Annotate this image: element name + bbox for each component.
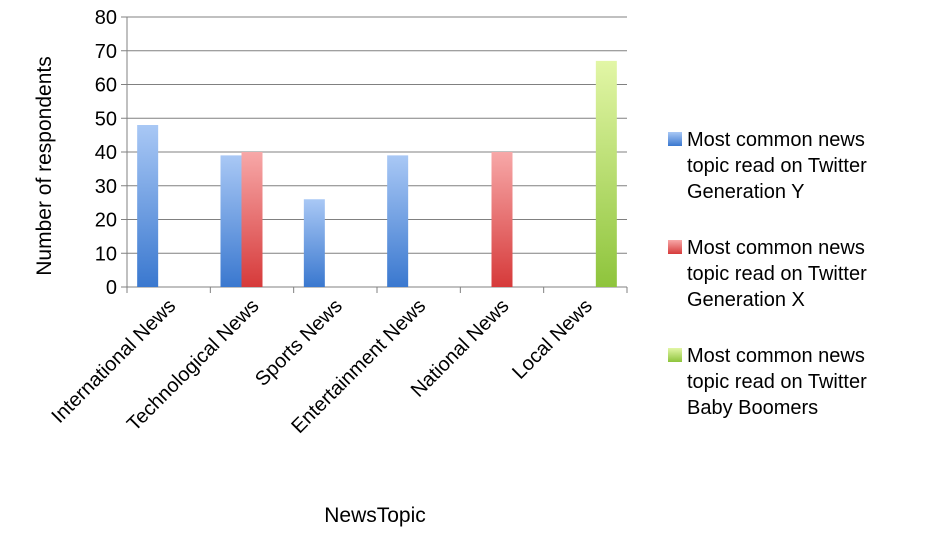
legend-swatch [668,240,682,254]
y-tick-label: 50 [95,108,117,130]
bar [220,155,242,287]
y-tick-label: 60 [95,75,117,97]
bar [303,199,325,287]
legend-label: topic read on Twitter [687,263,867,285]
y-tick-label: 30 [95,176,117,198]
legend: Most common news topic read on Twitter Gen… [668,129,867,419]
y-tick-label: 0 [106,277,117,299]
y-tick-labels: 0 10 20 30 40 50 60 70 80 [95,7,117,299]
y-tick-label: 40 [95,142,117,164]
bars [137,60,617,287]
legend-label: topic read on Twitter [687,371,867,393]
legend-label: Baby Boomers [687,397,818,419]
y-axis-title: Number of respondents [33,56,56,275]
y-tick-label: 10 [95,243,117,265]
legend-label: Generation Y [687,181,805,203]
x-axis-title: NewsTopic [324,504,426,527]
legend-label: Most common news [687,129,865,151]
y-tick-label: 70 [95,41,117,63]
bar [387,155,409,287]
axes [126,17,628,293]
legend-label: Most common news [687,237,865,259]
legend-swatch [668,132,682,146]
bar [241,152,263,287]
bar [137,125,159,287]
y-tick-label: 80 [95,7,117,29]
bar [491,152,513,287]
legend-label: topic read on Twitter [687,155,867,177]
y-tick-label: 20 [95,210,117,232]
x-tick-label: Local News [508,295,597,384]
gridlines [121,16,627,288]
bar [595,60,617,287]
legend-label: Generation X [687,289,805,311]
legend-label: Most common news [687,345,865,367]
legend-swatch [668,348,682,362]
